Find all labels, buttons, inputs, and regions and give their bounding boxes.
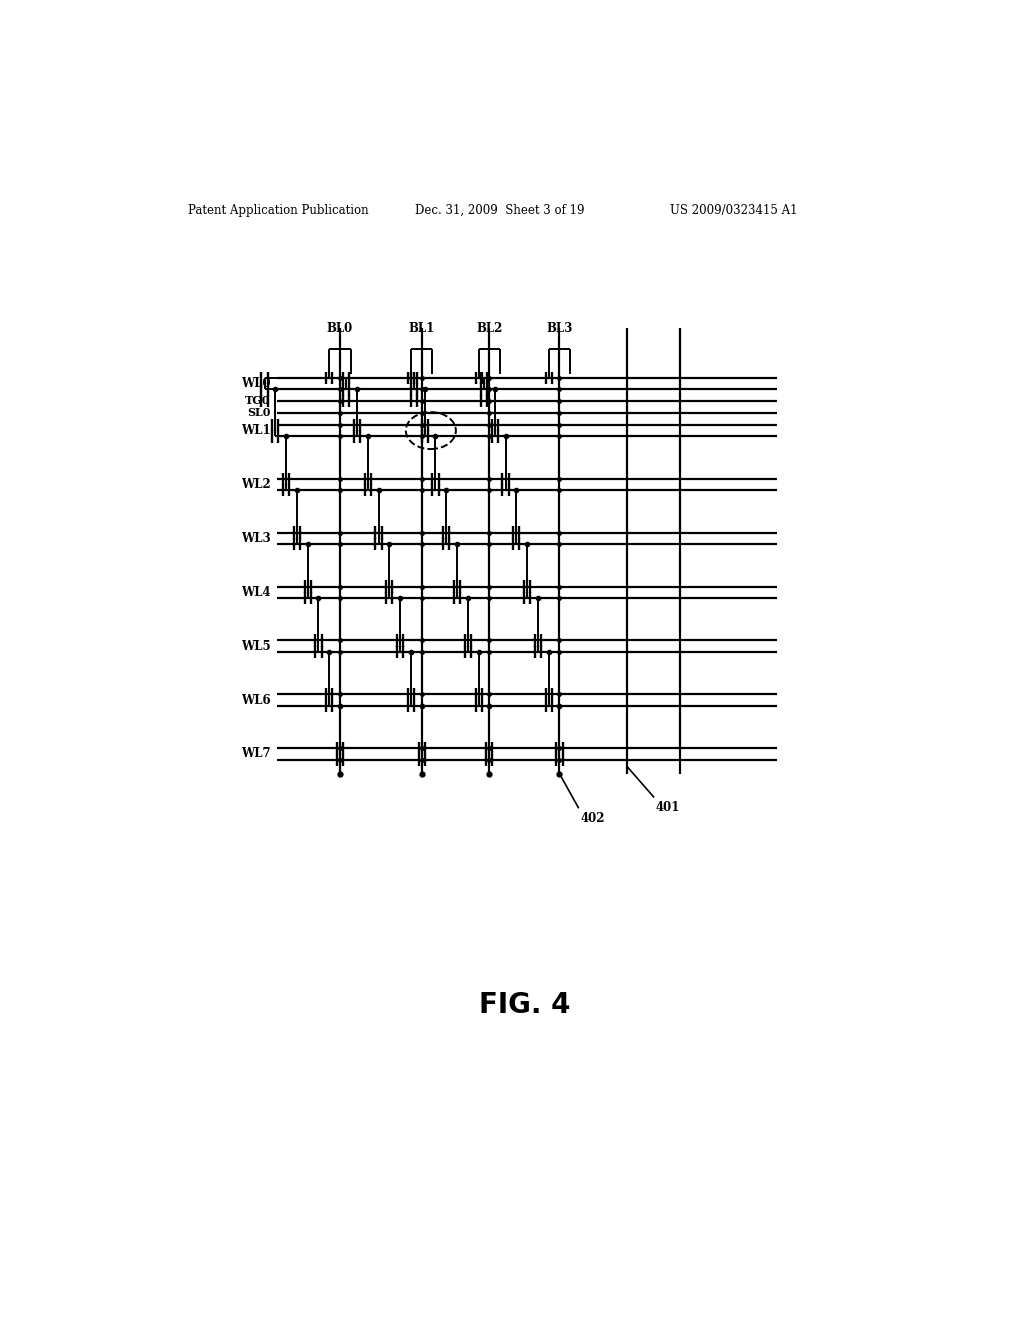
Text: WL2: WL2 (241, 478, 270, 491)
Text: WL3: WL3 (241, 532, 270, 545)
Text: WL1: WL1 (241, 424, 270, 437)
Text: TG0: TG0 (246, 396, 270, 407)
Text: Patent Application Publication: Patent Application Publication (188, 205, 369, 218)
Text: WL6: WL6 (241, 693, 270, 706)
Text: SL0: SL0 (248, 407, 270, 418)
Text: WL4: WL4 (241, 586, 270, 599)
Text: Dec. 31, 2009  Sheet 3 of 19: Dec. 31, 2009 Sheet 3 of 19 (416, 205, 585, 218)
Text: WL7: WL7 (241, 747, 270, 760)
Text: WL5: WL5 (241, 640, 270, 652)
Text: WL0: WL0 (241, 378, 270, 391)
Text: 401: 401 (655, 801, 680, 814)
Text: US 2009/0323415 A1: US 2009/0323415 A1 (670, 205, 797, 218)
Text: FIG. 4: FIG. 4 (479, 991, 570, 1019)
Text: BL1: BL1 (409, 322, 435, 335)
Text: BL3: BL3 (546, 322, 572, 335)
Text: 402: 402 (581, 812, 605, 825)
Text: BL2: BL2 (476, 322, 503, 335)
Text: BL0: BL0 (327, 322, 353, 335)
